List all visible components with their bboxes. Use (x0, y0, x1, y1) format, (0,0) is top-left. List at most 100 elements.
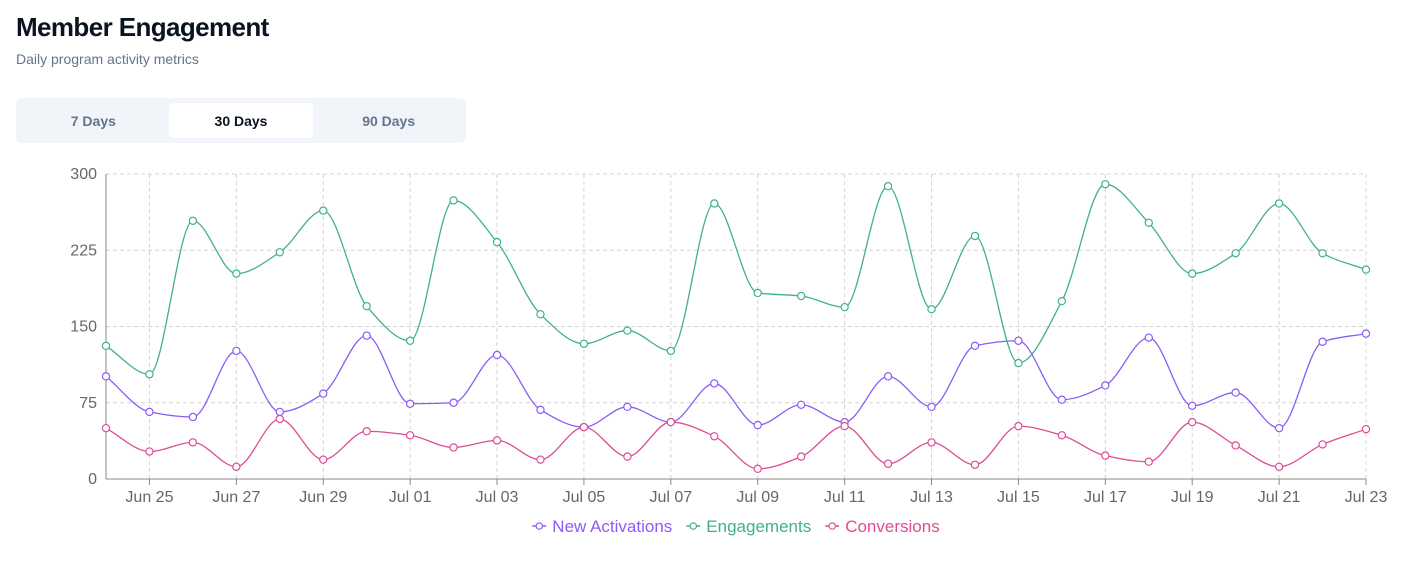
data-point (101, 423, 111, 433)
tab-30-days[interactable]: 30 Days (168, 103, 314, 138)
legend-item[interactable]: New Activations (532, 517, 672, 536)
legend-label: New Activations (552, 517, 672, 536)
legend-marker-icon (689, 522, 698, 530)
data-point (927, 438, 936, 447)
page-title: Member Engagement (16, 12, 269, 42)
data-point (405, 399, 415, 408)
data-point (1101, 179, 1110, 189)
data-point (1231, 249, 1240, 258)
data-point (362, 301, 371, 311)
data-point (970, 231, 980, 241)
x-tick-label: Jul 07 (649, 489, 692, 506)
data-point (449, 196, 458, 205)
data-point (1231, 441, 1240, 450)
data-point (275, 407, 284, 417)
data-point (883, 372, 893, 381)
data-point (970, 460, 980, 469)
data-point (405, 431, 415, 440)
data-point (710, 199, 719, 208)
legend-label: Conversions (845, 517, 940, 536)
data-point (883, 182, 893, 191)
data-point (536, 405, 545, 415)
data-point (1101, 381, 1110, 390)
data-point (970, 341, 980, 351)
legend-marker-icon (535, 522, 544, 530)
data-point (492, 436, 502, 445)
data-point (319, 455, 328, 464)
data-point (1274, 199, 1284, 208)
data-point (492, 350, 502, 360)
x-tick-label: Jun 25 (125, 489, 173, 506)
data-point (927, 402, 936, 412)
data-point (1188, 417, 1197, 427)
chart-series (101, 179, 1371, 474)
y-tick-label: 300 (70, 166, 97, 183)
range-tab-group: 7 Days 30 Days 90 Days (16, 98, 466, 143)
x-tick-label: Jul 05 (563, 489, 606, 506)
x-tick-label: Jul 23 (1345, 489, 1388, 506)
page-subtitle: Daily program activity metrics (16, 51, 199, 67)
data-point (927, 305, 936, 314)
legend-label: Engagements (706, 517, 811, 536)
data-point (710, 432, 719, 441)
data-point (623, 452, 632, 461)
data-point (579, 339, 589, 348)
data-point (1014, 358, 1023, 368)
y-tick-label: 150 (70, 319, 97, 336)
data-point (796, 291, 806, 301)
data-point (1361, 329, 1371, 338)
y-tick-label: 225 (70, 242, 97, 259)
legend-item[interactable]: Engagements (686, 517, 811, 536)
data-point (492, 237, 502, 247)
series-conversions (101, 414, 1371, 474)
data-point (579, 422, 589, 432)
data-point (275, 414, 284, 424)
legend-marker-icon (828, 522, 837, 530)
data-point (232, 269, 241, 278)
data-point (145, 447, 154, 456)
data-point (1318, 440, 1327, 449)
x-tick-label: Jun 27 (212, 489, 260, 506)
x-tick-label: Jun 29 (299, 489, 347, 506)
data-point (796, 400, 806, 409)
data-point (145, 407, 154, 417)
x-tick-label: Jul 21 (1258, 489, 1301, 506)
legend-item[interactable]: Conversions (825, 517, 940, 536)
data-point (1057, 395, 1067, 404)
tab-7-days[interactable]: 7 Days (70, 112, 116, 129)
data-point (623, 326, 632, 335)
data-point (405, 336, 415, 345)
data-point (753, 288, 762, 298)
data-point (666, 346, 676, 356)
tab-90-days[interactable]: 90 Days (362, 112, 416, 129)
x-tick-label: Jul 11 (824, 489, 866, 506)
data-point (623, 402, 632, 412)
data-point (449, 398, 458, 407)
data-point (840, 302, 849, 312)
data-point (536, 310, 545, 319)
y-tick-label: 0 (88, 471, 97, 488)
chart-legend[interactable]: New Activations Engagements Conversions (532, 517, 940, 536)
data-point (1057, 296, 1067, 306)
x-tick-label: Jul 09 (736, 489, 779, 506)
data-point (883, 459, 893, 468)
x-tick-label: Jul 17 (1084, 489, 1127, 506)
engagement-line-chart: 0 75 150 225 300 Jun 25 Jun 27 Jun 29 Jul 01 Jul … (70, 166, 1388, 536)
data-point (188, 216, 198, 225)
series-new-activations (101, 329, 1371, 433)
data-point (1188, 401, 1197, 410)
data-point (275, 248, 284, 257)
data-point (1318, 337, 1327, 346)
x-tick-label: Jul 13 (910, 489, 953, 506)
data-point (232, 462, 241, 471)
data-point (796, 452, 806, 461)
y-tick-label: 75 (79, 395, 97, 412)
data-point (232, 346, 241, 356)
data-point (1318, 249, 1327, 258)
x-tick-label: Jul 15 (997, 489, 1040, 506)
data-point (145, 370, 154, 379)
data-point (1014, 336, 1023, 345)
data-point (1188, 269, 1197, 278)
data-point (1101, 451, 1110, 460)
data-point (188, 412, 198, 422)
